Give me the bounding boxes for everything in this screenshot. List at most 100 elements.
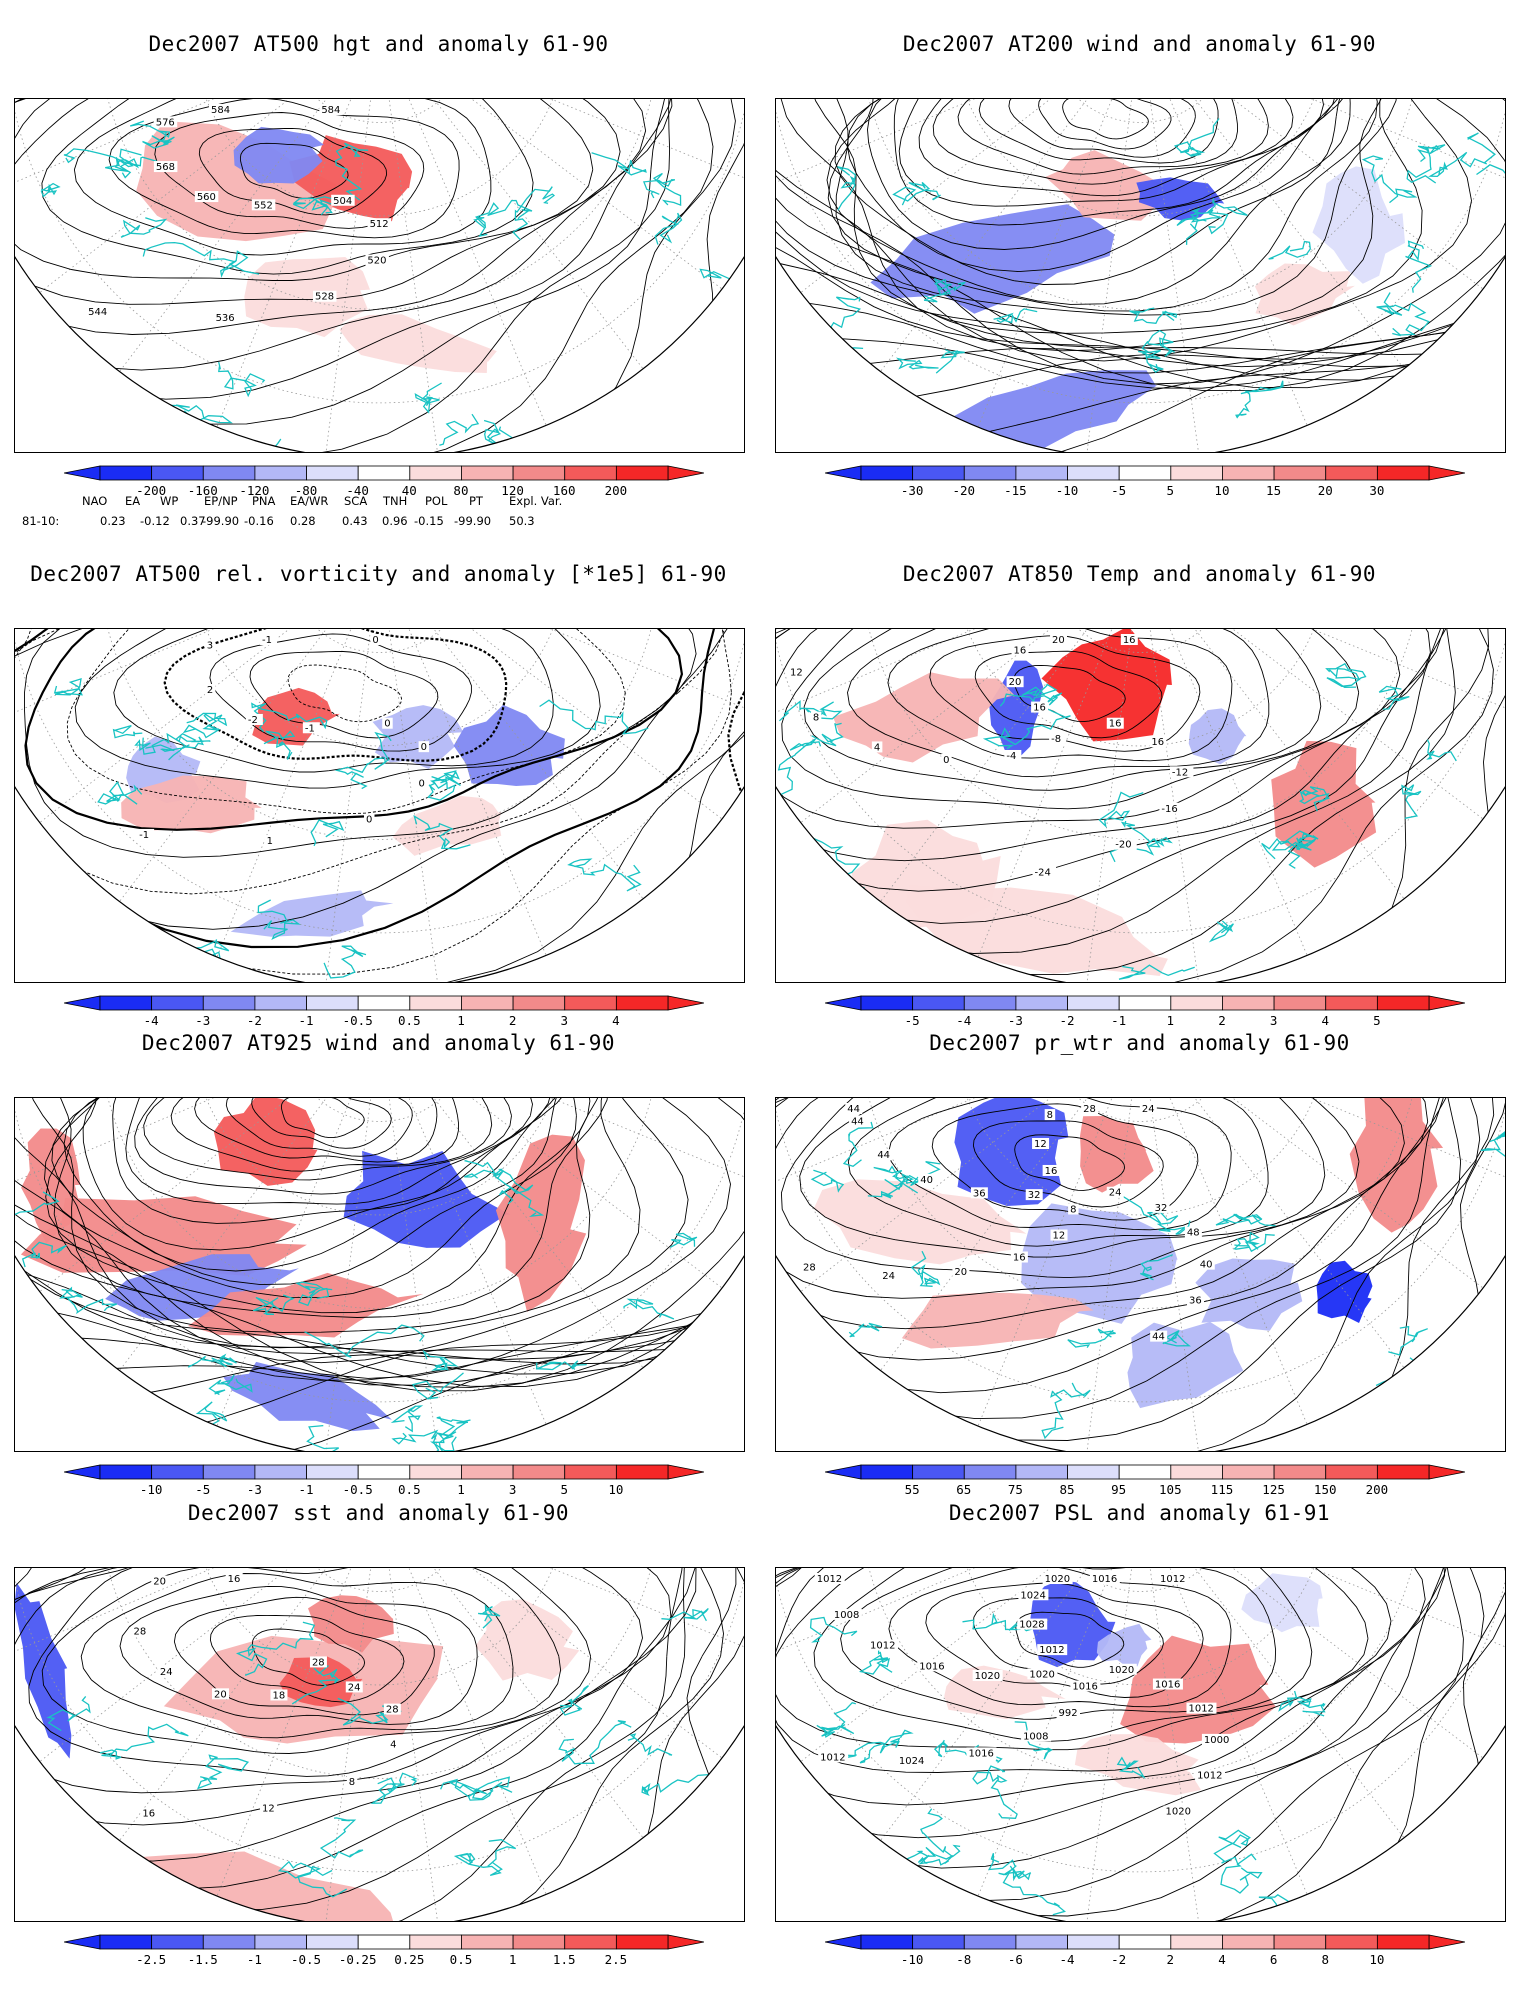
colorbar-tick-label: -2: [246, 1013, 262, 1028]
coastline: [605, 878, 707, 948]
colorbar-bin: [860, 995, 913, 1011]
coastline: [950, 1916, 1002, 1921]
contour-value-label: 1020: [1029, 1669, 1054, 1680]
contour-line: [776, 1568, 1505, 1921]
coastline: [892, 181, 941, 206]
colorbar-tick-label: -4: [956, 1013, 972, 1028]
streamline: [893, 99, 1337, 226]
streamline: [15, 1098, 744, 1409]
coastline: [1388, 1325, 1428, 1356]
meridian-line: [39, 1098, 380, 1292]
meridian-line: [1140, 1568, 1505, 1661]
anomaly-shading: [954, 370, 1158, 452]
streamline: [776, 99, 1505, 374]
meridian-line: [216, 1098, 380, 1427]
contour-line: [24, 629, 684, 831]
contour-line: [931, 1103, 1199, 1221]
coastline: [473, 199, 533, 237]
colorbar-bin: [408, 1934, 462, 1950]
index-value: 0.96: [382, 514, 408, 528]
colorbar-bin: [1273, 995, 1326, 1011]
contour-line: [803, 629, 1322, 791]
colorbar-bin: [512, 465, 565, 481]
colorbar-bin: [615, 995, 668, 1011]
coastline: [881, 1846, 954, 1866]
streamline: [112, 1098, 553, 1224]
colorbar-min-arrow: [824, 465, 861, 481]
meridian-line: [1140, 1098, 1308, 1425]
map-frame: 24 32 48 40 36 44 8 12 16 20 24 28 32 36 40 44 44 44 16 12 8…: [775, 1097, 1506, 1452]
contour-value-label: 16: [1109, 719, 1122, 730]
meridian-line: [379, 1098, 744, 1191]
coastline: [830, 1741, 887, 1764]
latitude-circle: [285, 629, 474, 653]
colorbar-tick-label: -5: [1111, 483, 1127, 498]
colorbar-min-arrow: [63, 465, 100, 481]
contour-line: [776, 629, 1401, 829]
contour-value-label: 8: [1070, 1205, 1076, 1216]
colorbar-bin: [1015, 1934, 1068, 1950]
contour-line: [776, 629, 1505, 982]
contour-line: [119, 1585, 478, 1725]
colorbar-tick-label: 6: [1269, 1952, 1278, 1967]
coastline: [1014, 1721, 1053, 1760]
contour-value-label: -4: [1006, 751, 1016, 762]
streamline: [170, 1098, 459, 1172]
colorbar-tick-label: 2: [1218, 1013, 1226, 1028]
contour-value-label: 16: [1014, 645, 1027, 656]
coastline: [142, 241, 260, 278]
anomaly-shading: [850, 819, 1001, 928]
anomaly-shading: [142, 1851, 419, 1921]
colorbar-bin: [408, 995, 462, 1011]
meridian-line: [379, 99, 547, 426]
colorbar-tick-label: -0.5: [290, 1952, 322, 1967]
colorbar-bin: [1221, 1464, 1274, 1480]
anomaly-shading: [289, 135, 413, 222]
meridian-line: [977, 99, 1141, 428]
latitude-circle: [285, 1098, 474, 1122]
coastline: [1215, 1213, 1276, 1227]
contour-value-label: 8: [349, 1777, 355, 1788]
latitude-circle: [776, 99, 1505, 404]
contour-value-label: 1016: [1072, 1681, 1097, 1692]
contour-value-label: 1020: [975, 1671, 1000, 1682]
colorbar-max-arrow: [1428, 1464, 1465, 1480]
panel-title: Dec2007 PSL and anomaly 61-91: [948, 1501, 1331, 1525]
coastline: [661, 1608, 709, 1622]
colorbar-tick-label: -2.5: [136, 1952, 167, 1967]
colorbar-bin: [1273, 465, 1326, 481]
colorbar-bin: [1324, 1934, 1378, 1950]
coastline: [1162, 1330, 1191, 1347]
coastline: [910, 1250, 941, 1288]
colorbar-bin: [99, 1934, 152, 1950]
colorbar-bin: [460, 1934, 513, 1950]
colorbar-max-arrow: [667, 995, 704, 1011]
colorbar-min-arrow: [63, 1464, 100, 1480]
contour-line: [163, 629, 508, 762]
contour-line: [15, 1568, 687, 1921]
coastline: [867, 1161, 941, 1199]
colorbar-tick-label: -4: [1059, 1952, 1075, 1967]
contour-value-label: 528: [315, 292, 334, 303]
latitude-circle: [192, 99, 567, 217]
colorbar-tick-label: -30: [900, 483, 924, 498]
contour-value-label: 24: [1142, 1104, 1155, 1115]
colorbar-bin: [860, 465, 913, 481]
polar-map: [776, 99, 1505, 452]
contour-line: [15, 1568, 737, 1921]
meridian-line: [379, 99, 644, 370]
coastline: [295, 1281, 333, 1307]
index-value: 0.28: [290, 514, 316, 528]
coastline: [1041, 1382, 1091, 1440]
colorbar-tick-label: -2: [1059, 1013, 1075, 1028]
latitude-circle: [859, 1098, 1422, 1309]
contour-value-label: 1012: [870, 1641, 895, 1652]
coastline: [414, 1419, 471, 1451]
coastline: [663, 899, 694, 936]
anomaly-shading: [989, 660, 1044, 758]
coastline: [467, 1781, 503, 1801]
coastline: [627, 1733, 673, 1756]
latitude-circle: [776, 629, 1505, 934]
coastline: [196, 1754, 250, 1790]
